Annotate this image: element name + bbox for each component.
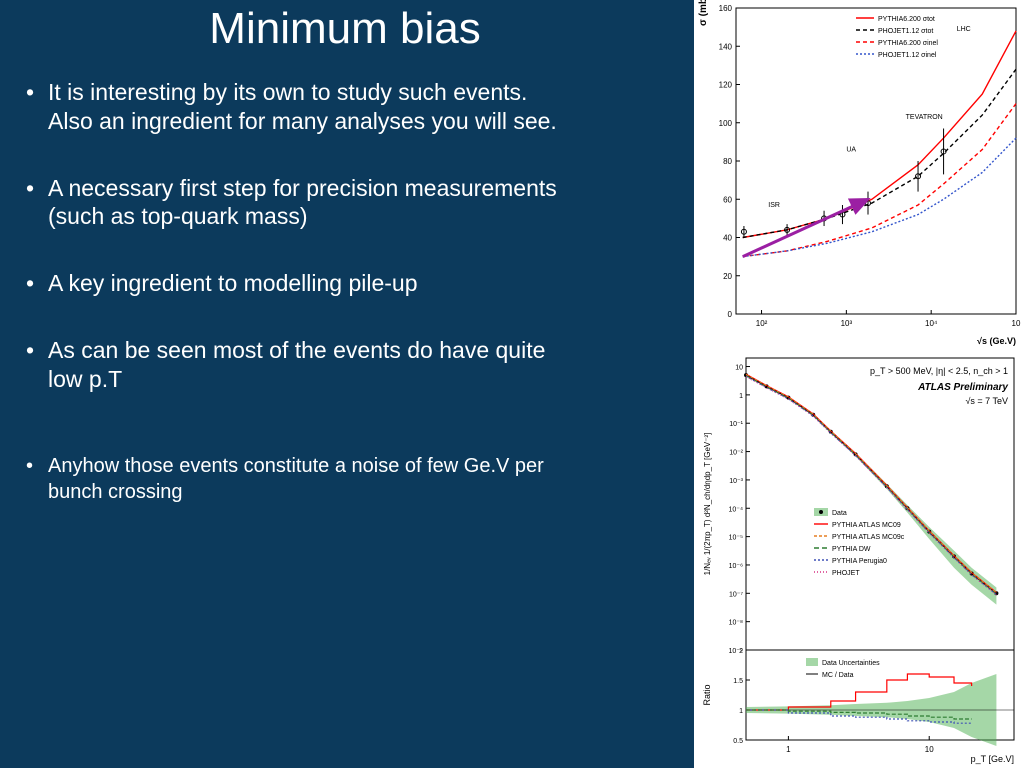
svg-text:PHOJET1.12 σinel: PHOJET1.12 σinel bbox=[878, 52, 937, 59]
svg-text:p_T [Ge.V]: p_T [Ge.V] bbox=[971, 754, 1014, 764]
svg-text:120: 120 bbox=[719, 81, 733, 90]
bullet-1: It is interesting by its own to study su… bbox=[26, 78, 566, 136]
svg-text:10⁻¹: 10⁻¹ bbox=[729, 421, 743, 428]
svg-text:10⁻⁸: 10⁻⁸ bbox=[729, 620, 743, 627]
slide-title: Minimum bias bbox=[0, 0, 690, 54]
svg-text:10⁴: 10⁴ bbox=[925, 319, 938, 328]
svg-text:Data: Data bbox=[832, 510, 847, 517]
svg-text:10: 10 bbox=[925, 745, 934, 754]
bullet-list: It is interesting by its own to study su… bbox=[26, 78, 566, 505]
svg-text:10³: 10³ bbox=[841, 319, 853, 328]
pt-spectrum-chart: 10⁻⁹10⁻⁸10⁻⁷10⁻⁶10⁻⁵10⁻⁴10⁻³10⁻²10⁻¹1101… bbox=[694, 350, 1024, 768]
svg-text:1: 1 bbox=[786, 745, 791, 754]
svg-text:UA: UA bbox=[846, 146, 856, 153]
svg-text:2: 2 bbox=[739, 648, 743, 655]
svg-text:PYTHIA DW: PYTHIA DW bbox=[832, 546, 871, 553]
svg-text:TEVATRON: TEVATRON bbox=[906, 114, 943, 121]
svg-text:Data Uncertainties: Data Uncertainties bbox=[822, 660, 880, 667]
svg-text:10⁻⁵: 10⁻⁵ bbox=[729, 535, 743, 542]
svg-text:1: 1 bbox=[739, 393, 743, 400]
svg-text:ATLAS Preliminary: ATLAS Preliminary bbox=[917, 382, 1008, 393]
svg-text:0.5: 0.5 bbox=[733, 738, 743, 745]
svg-text:80: 80 bbox=[723, 157, 732, 166]
svg-text:60: 60 bbox=[723, 195, 732, 204]
svg-text:10: 10 bbox=[735, 365, 743, 372]
svg-text:1.5: 1.5 bbox=[733, 678, 743, 685]
svg-text:ISR: ISR bbox=[768, 202, 780, 209]
bullet-5: Anyhow those events constitute a noise o… bbox=[26, 453, 566, 505]
svg-text:PHOJET1.12 σtot: PHOJET1.12 σtot bbox=[878, 28, 933, 35]
svg-text:√s = 7 TeV: √s = 7 TeV bbox=[965, 396, 1008, 406]
svg-text:1/Nₑᵥ 1/(2πp_T) d²N_ch/dηdp_T: 1/Nₑᵥ 1/(2πp_T) d²N_ch/dηdp_T [GeV⁻²] bbox=[703, 433, 712, 576]
svg-text:PYTHIA ATLAS MC09: PYTHIA ATLAS MC09 bbox=[832, 522, 901, 529]
svg-text:p_T > 500 MeV, |η| < 2.5, n_ch: p_T > 500 MeV, |η| < 2.5, n_ch > 1 bbox=[870, 366, 1008, 376]
svg-text:10⁻⁷: 10⁻⁷ bbox=[729, 591, 743, 598]
svg-text:10²: 10² bbox=[756, 319, 768, 328]
svg-text:160: 160 bbox=[719, 4, 733, 13]
svg-text:LHC: LHC bbox=[957, 26, 971, 33]
svg-text:10: 10 bbox=[1012, 319, 1021, 328]
svg-text:40: 40 bbox=[723, 234, 732, 243]
svg-text:10⁻⁶: 10⁻⁶ bbox=[729, 563, 743, 570]
svg-text:10⁻⁴: 10⁻⁴ bbox=[729, 506, 744, 513]
svg-text:PYTHIA6.200 σinel: PYTHIA6.200 σinel bbox=[878, 40, 938, 47]
svg-text:140: 140 bbox=[719, 42, 733, 51]
svg-text:100: 100 bbox=[719, 119, 733, 128]
svg-text:√s (Ge.V): √s (Ge.V) bbox=[977, 336, 1016, 346]
svg-text:PYTHIA ATLAS MC09c: PYTHIA ATLAS MC09c bbox=[832, 534, 905, 541]
svg-text:σ (mb): σ (mb) bbox=[698, 0, 709, 26]
cross-section-chart: 0 20 40 60 80 100 120 140 160 10² 10³ 10⁴ 10 σ (mb) √s… bbox=[694, 0, 1024, 350]
svg-text:10⁻³: 10⁻³ bbox=[729, 478, 743, 485]
svg-text:PYTHIA6.200 σtot: PYTHIA6.200 σtot bbox=[878, 16, 935, 23]
svg-text:10⁻²: 10⁻² bbox=[729, 450, 743, 457]
svg-text:PYTHIA Perugia0: PYTHIA Perugia0 bbox=[832, 558, 887, 565]
bullet-2: A necessary first step for precision mea… bbox=[26, 174, 566, 232]
svg-text:MC / Data: MC / Data bbox=[822, 672, 854, 679]
bullet-3: A key ingredient to modelling pile-up bbox=[26, 269, 566, 298]
svg-text:20: 20 bbox=[723, 272, 732, 281]
bullet-4: As can be seen most of the events do hav… bbox=[26, 336, 566, 394]
svg-text:PHOJET: PHOJET bbox=[832, 570, 860, 577]
svg-text:1: 1 bbox=[739, 708, 743, 715]
svg-text:Ratio: Ratio bbox=[702, 684, 712, 705]
svg-text:0: 0 bbox=[728, 310, 733, 319]
